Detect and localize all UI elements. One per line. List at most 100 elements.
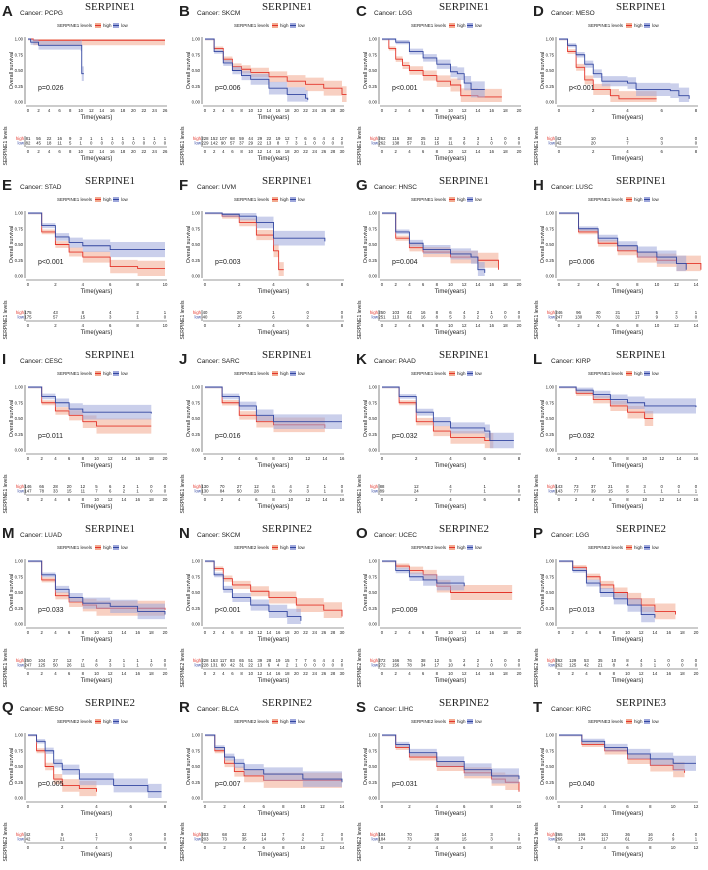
risk-x-tick-label: 18 [120, 149, 125, 154]
risk-high-count: 5 [656, 310, 659, 315]
risk-x-tick-label: 8 [436, 671, 439, 676]
risk-high-label: high [16, 310, 25, 315]
x-tick-label: 4 [592, 456, 595, 461]
legend-title: SERPINE1 levels [234, 197, 270, 202]
x-axis-title: Time(years) [435, 637, 467, 643]
x-tick-label: 16 [135, 630, 140, 635]
risk-low-count: 0 [111, 141, 114, 146]
y-tick-label: 1.00 [546, 37, 555, 42]
x-tick-label: 2 [213, 108, 216, 113]
risk-x-axis-title: Time(years) [81, 156, 113, 162]
x-axis-title: Time(years) [258, 115, 290, 121]
risk-low-count: 13 [267, 141, 272, 146]
risk-x-tick-label: 12 [108, 497, 113, 502]
risk-low-count: 0 [323, 663, 326, 668]
gene-title: SERPINE1 [439, 1, 489, 13]
cancer-label: Cancer: KIRC [551, 706, 591, 713]
risk-high-count: 0 [504, 310, 507, 315]
low-ci-band [28, 561, 165, 624]
risk-x-tick-label: 20 [517, 149, 522, 154]
risk-low-count: 9 [656, 315, 659, 320]
panel-letter: N [179, 525, 190, 542]
x-tick-label: 8 [82, 630, 85, 635]
risk-table-title: SERPINE1 levels [3, 300, 9, 339]
risk-high-label: high [193, 658, 202, 663]
y-tick-label: 0.75 [546, 748, 555, 753]
risk-high-count: 2 [109, 658, 112, 663]
risk-high-count: 25 [421, 136, 426, 141]
legend: SERPINE1 levels high low [411, 197, 483, 202]
risk-high-count: 3 [79, 136, 82, 141]
risk-high-count: 4 [95, 658, 98, 663]
risk-x-tick-label: 10 [517, 845, 522, 850]
risk-high-count: 39 [257, 658, 262, 663]
low-survival-curve [205, 734, 343, 783]
x-tick-label: 6 [307, 282, 310, 287]
risk-low-label: low [372, 315, 379, 320]
x-tick-label: 24 [152, 108, 157, 113]
risk-high-count: 7 [304, 658, 307, 663]
y-tick-label: 0.75 [15, 226, 24, 231]
y-axis-title: Overall survival [186, 52, 192, 90]
y-tick-label: 0.00 [369, 100, 378, 105]
risk-x-tick-label: 8 [436, 149, 439, 154]
risk-high-count: 40 [596, 310, 601, 315]
risk-x-tick-label: 12 [639, 671, 644, 676]
legend: SERPINE1 levels high low [411, 23, 483, 28]
risk-table-title: SERPINE2 levels [357, 648, 363, 687]
risk-high-label: high [547, 136, 556, 141]
y-tick-label: 1.00 [192, 211, 201, 216]
y-tick-label: 0.00 [546, 100, 555, 105]
y-tick-label: 1.00 [369, 37, 378, 42]
gene-title: SERPINE1 [85, 1, 135, 13]
x-tick-label: 6 [422, 630, 425, 635]
low-ci-band [205, 387, 342, 431]
legend-title: SERPINE1 levels [588, 197, 624, 202]
risk-table-title: SERPINE1 levels [3, 126, 9, 165]
risk-high-count: 152 [211, 136, 219, 141]
x-axis-title: Time(years) [435, 811, 467, 817]
risk-high-count: 166 [392, 658, 400, 663]
risk-x-tick-label: 14 [340, 845, 345, 850]
x-tick-label: 0 [558, 804, 561, 809]
x-tick-label: 2 [221, 456, 224, 461]
risk-low-count: 18 [47, 141, 52, 146]
risk-high-count: 0 [518, 136, 521, 141]
risk-low-label: low [549, 315, 556, 320]
risk-high-count: 246 [555, 310, 563, 315]
risk-low-count: 11 [448, 141, 453, 146]
x-tick-label: 20 [517, 108, 522, 113]
risk-high-label: high [16, 658, 25, 663]
y-tick-label: 1.00 [546, 559, 555, 564]
risk-x-tick-label: 16 [340, 497, 345, 502]
risk-high-count: 2 [136, 310, 139, 315]
y-tick-label: 0.00 [15, 274, 24, 279]
legend-low-label: low [298, 545, 306, 550]
x-tick-label: 8 [436, 630, 439, 635]
risk-low-count: 0 [332, 663, 335, 668]
risk-x-tick-label: 0 [381, 845, 384, 850]
x-tick-label: 28 [330, 108, 335, 113]
risk-low-count: 8 [436, 315, 439, 320]
risk-high-count: 250 [24, 658, 32, 663]
risk-high-count: 0 [695, 832, 698, 837]
risk-low-count: 11 [81, 663, 86, 668]
risk-high-count: 228 [201, 658, 209, 663]
x-tick-label: 0 [27, 108, 30, 113]
risk-x-tick-label: 2 [408, 845, 411, 850]
legend-low-label: low [121, 371, 129, 376]
cancer-label: Cancer: CESC [20, 358, 63, 365]
legend: SERPINE1 levels high low [234, 371, 306, 376]
x-tick-label: 14 [676, 456, 681, 461]
risk-low-count: 61 [407, 315, 412, 320]
risk-x-tick-label: 0 [558, 671, 561, 676]
risk-high-count: 6 [313, 136, 316, 141]
risk-high-count: 37 [591, 484, 596, 489]
x-tick-label: 4 [585, 630, 588, 635]
risk-x-axis-title: Time(years) [435, 330, 467, 336]
x-tick-label: 0 [204, 804, 207, 809]
low-ci-band [28, 735, 162, 798]
risk-low-count: 37 [239, 141, 244, 146]
